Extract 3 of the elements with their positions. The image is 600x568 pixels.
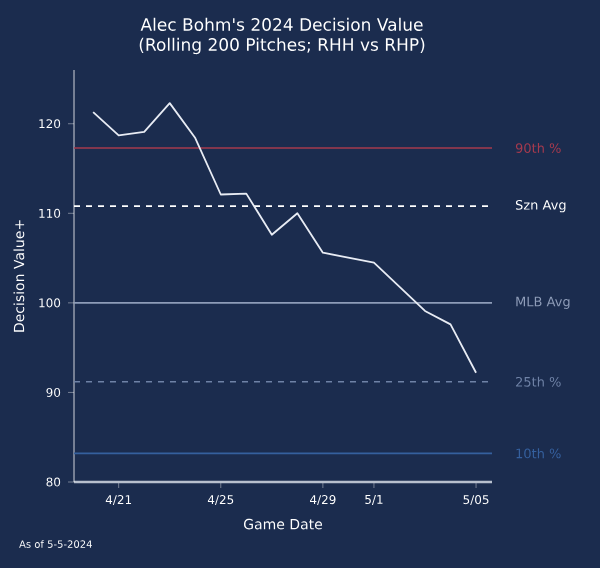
- chart-subtitle: (Rolling 200 Pitches; RHH vs RHP): [139, 37, 425, 55]
- chart-title: Alec Bohm's 2024 Decision Value: [140, 17, 423, 31]
- line-series: [92, 102, 477, 374]
